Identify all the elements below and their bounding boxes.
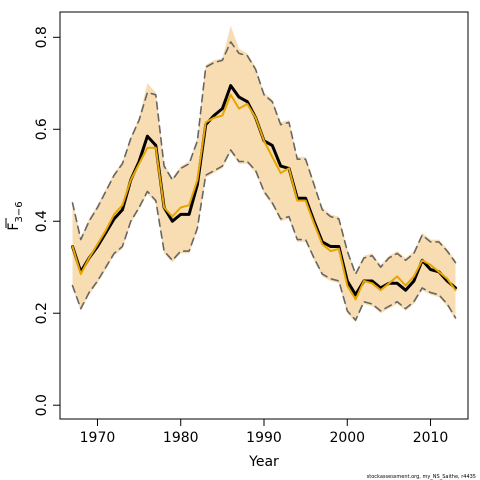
confidence-band-layer — [72, 25, 456, 323]
x-tick-label: 2010 — [413, 430, 449, 446]
y-tick-label: 0.8 — [34, 26, 50, 48]
y-tick-label: 0.4 — [34, 210, 50, 232]
series-layer — [71, 41, 457, 321]
estimate-line-orange — [71, 93, 457, 301]
x-tick-label: 1990 — [246, 430, 282, 446]
lower-bound-line — [71, 149, 457, 321]
credit-text: stockassessment.org, my_NS_Saithe, r4435 — [367, 474, 476, 480]
y-tick-label: 0.0 — [34, 394, 50, 416]
y-tick-label: 0.6 — [34, 118, 50, 140]
x-tick-label: 1970 — [80, 430, 116, 446]
x-axis: 1970 1980 1990 2000 2010 — [80, 419, 449, 446]
y-axis-title-sub: 3−6 — [14, 201, 25, 222]
y-axis-title: F3−6 — [6, 201, 25, 230]
x-tick-label: 1980 — [163, 430, 199, 446]
x-tick-label: 2000 — [329, 430, 365, 446]
x-axis-title: Year — [248, 454, 279, 470]
upper-bound-line — [71, 41, 457, 275]
y-tick-label: 0.2 — [34, 302, 50, 324]
y-axis: 0.0 0.2 0.4 0.6 0.8 — [34, 26, 60, 416]
svg-text:F3−6: F3−6 — [6, 201, 25, 230]
confidence-band — [72, 25, 456, 323]
y-axis-title-main: F — [6, 223, 22, 231]
